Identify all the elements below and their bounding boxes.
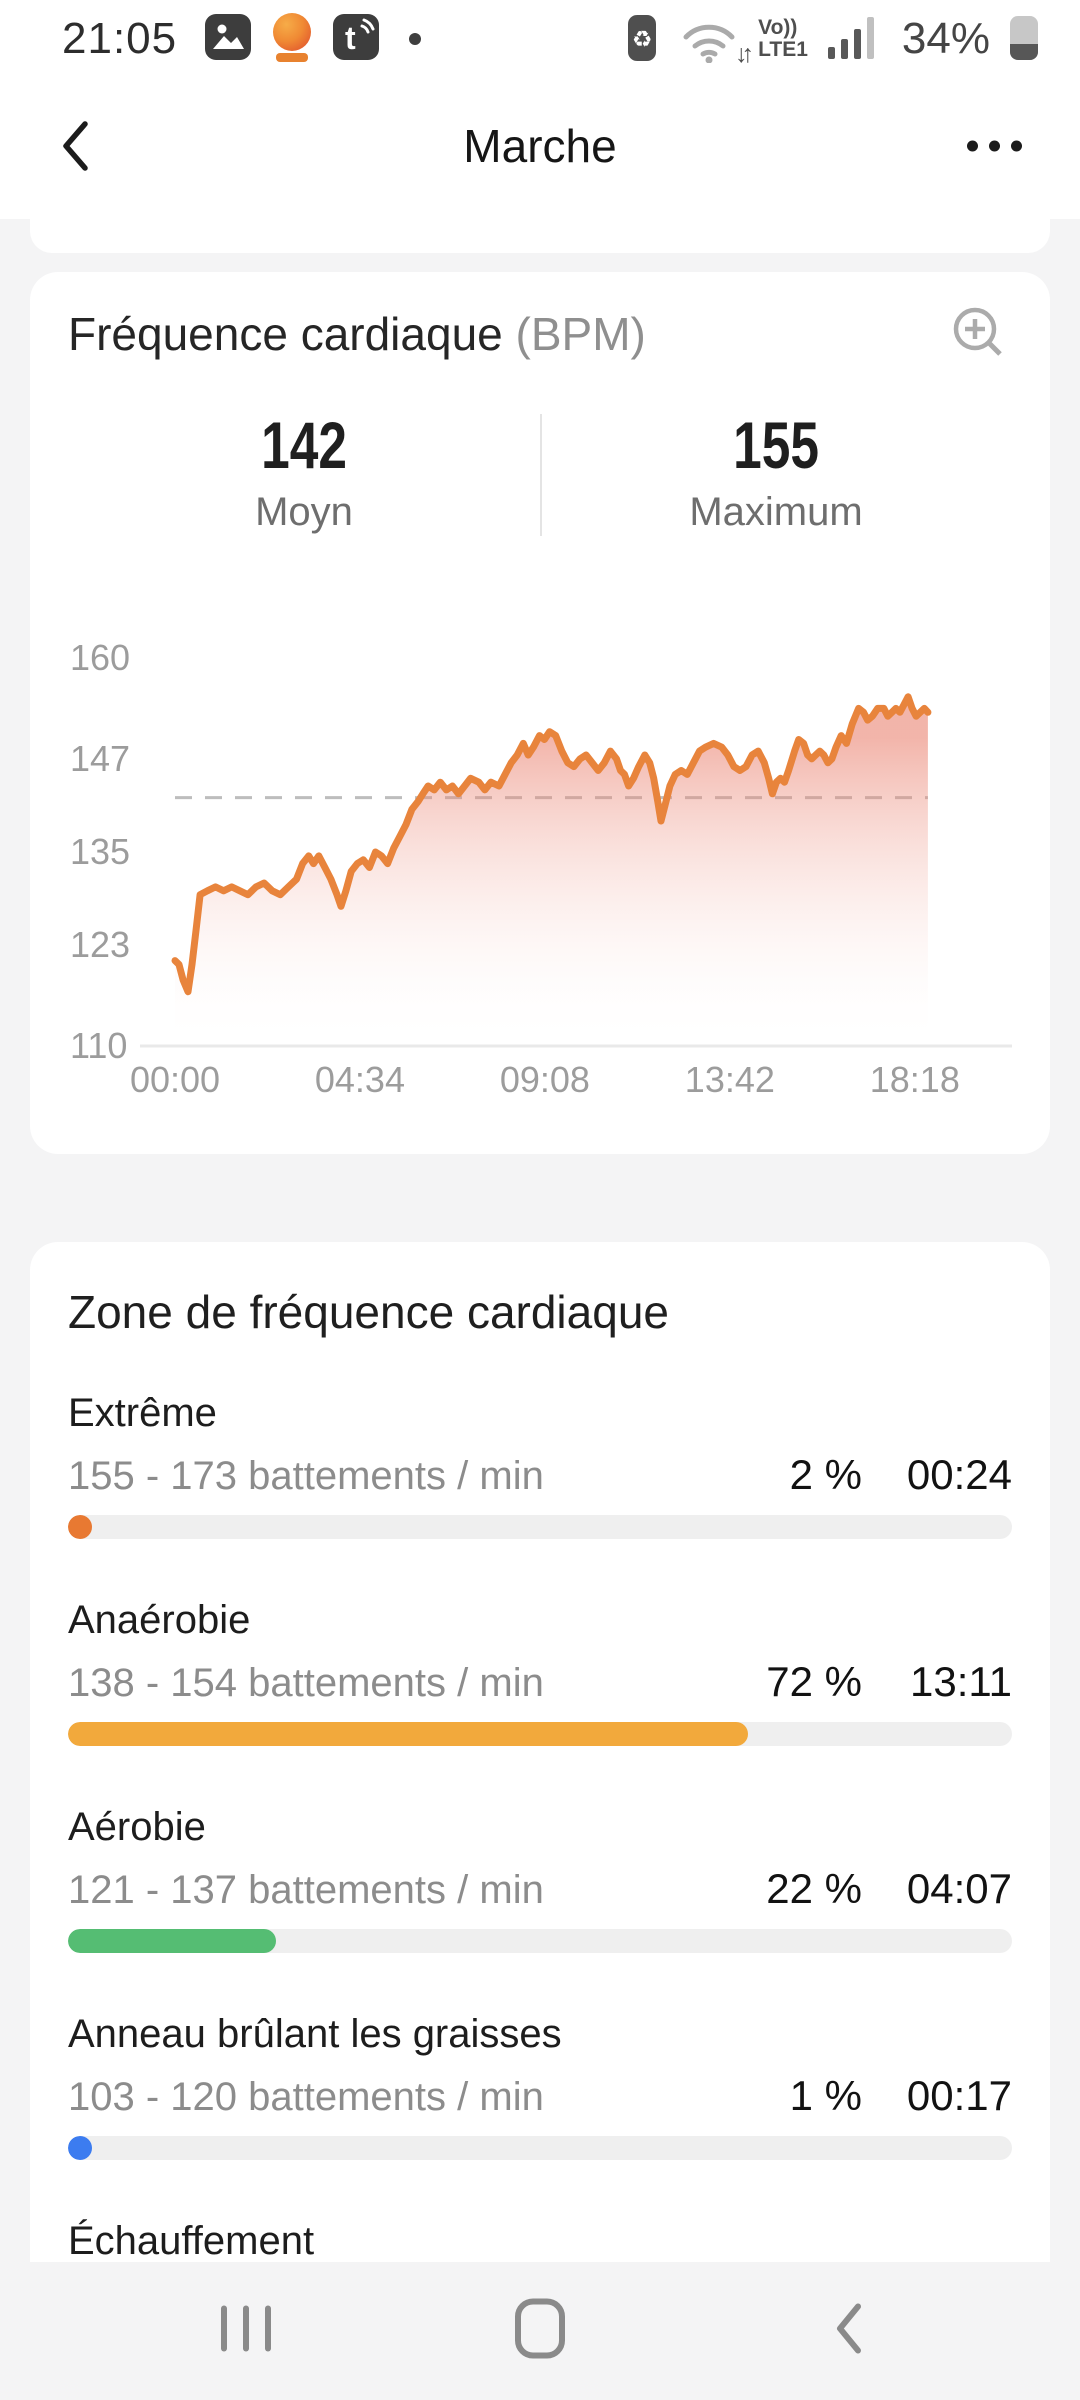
zone-row-extreme: Extrême 155 - 173 battements / min 2 % 0… [68,1388,1012,1539]
zone-name: Anaérobie [68,1598,251,1642]
zone-progress-track [68,1722,1012,1746]
zone-range: 121 - 137 battements / min [68,1868,544,1912]
zone-percent: 22 % [766,1865,862,1912]
back-button[interactable] [48,114,104,178]
notification-icons: t [205,11,422,68]
zone-time: 00:24 [906,1451,1012,1498]
heart-rate-card: Fréquence cardiaque (BPM) 142 Moyn 155 [30,272,1050,1154]
volte-indicator: Vo)) LTE1 [758,16,808,61]
zone-name: Échauffement [68,2219,315,2262]
svg-text:13:42: 13:42 [685,1059,775,1098]
top-nav-bar: Marche [0,72,1080,219]
page-title: Marche [463,119,617,172]
svg-text:135: 135 [70,831,130,872]
zone-progress-track [68,1929,1012,1953]
heart-rate-zones-card: Zone de fréquence cardiaque Extrême 155 … [30,1242,1050,2262]
zone-percent: 2 % [789,1451,862,1498]
zone-name: Anneau brûlant les graisses [68,2012,562,2056]
nav-back-icon [837,2303,861,2354]
battery-saver-icon: ♻ [624,11,660,68]
max-value: 155 [733,408,819,482]
dot-icon [1011,140,1022,151]
wifi-updown-arrows: ↓↑ [735,40,754,68]
zoom-chart-button[interactable] [948,302,1012,366]
svg-text:♻: ♻ [632,27,653,53]
zone-progress-fill [68,2136,92,2160]
zones-list: Extrême 155 - 173 battements / min 2 % 0… [68,1388,1012,2262]
back-chevron-icon [63,120,88,171]
zone-row-warmup: Échauffement [68,2216,1012,2262]
nav-back-button[interactable] [820,2293,878,2370]
card-title: Fréquence cardiaque (BPM) [68,306,646,362]
zone-time: 00:17 [906,2072,1012,2119]
zone-name: Aérobie [68,1805,206,1849]
svg-text:04:34: 04:34 [315,1059,405,1098]
svg-text:147: 147 [70,738,130,779]
recents-button[interactable] [205,2295,287,2368]
zone-row-fat-burn: Anneau brûlant les graisses 103 - 120 ba… [68,2009,1012,2160]
zone-progress-fill [68,1722,748,1746]
zone-name: Extrême [68,1391,217,1435]
previous-card-bottom [30,219,1050,253]
svg-text:t: t [345,20,356,56]
zone-range: 138 - 154 battements / min [68,1661,544,1705]
hr-chart-area: 160 147 135 123 110 00:00 04:34 09:08 13:42 18:18 [68,628,1012,1098]
svg-text:160: 160 [70,637,130,678]
dot-icon [989,140,1000,151]
avg-label: Moyn [255,490,353,534]
system-navigation-bar [0,2262,1080,2400]
signal-bars-icon [826,13,884,66]
svg-text:110: 110 [70,1025,127,1066]
mango-app-icon [267,11,317,68]
battery-percent-text: 34% [901,14,990,63]
t-app-icon: t [333,13,380,65]
status-bar: 21:05 t ♻ [0,0,1080,72]
zone-progress-track [68,1515,1012,1539]
home-button[interactable] [502,2291,578,2372]
zone-row-aerobic: Aérobie 121 - 137 battements / min 22 % … [68,1802,1012,1953]
svg-text:123: 123 [70,924,130,965]
magnifier-plus-icon [953,307,1002,356]
heart-rate-title: Fréquence cardiaque [68,308,503,360]
zones-card-title: Zone de fréquence cardiaque [68,1286,669,1338]
avg-stat: 142 Moyn [68,408,540,558]
zone-time: 13:11 [910,1658,1012,1705]
zone-row-anaerobic: Anaérobie 138 - 154 battements / min 72 … [68,1595,1012,1746]
hr-stats-row: 142 Moyn 155 Maximum [68,408,1012,558]
zone-percent: 1 % [789,2072,862,2119]
max-stat: 155 Maximum [540,408,1012,558]
svg-text:18:18: 18:18 [870,1059,960,1098]
zone-range: 103 - 120 battements / min [68,2075,544,2119]
zone-progress-fill [68,1929,276,1953]
scroll-content[interactable]: Fréquence cardiaque (BPM) 142 Moyn 155 [0,219,1080,2400]
svg-text:09:08: 09:08 [500,1059,590,1098]
zone-progress-track [68,2136,1012,2160]
home-icon [515,2298,565,2359]
recents-icon [221,2305,271,2352]
avg-value: 142 [261,408,347,482]
svg-text:00:00: 00:00 [130,1059,220,1098]
zone-range: 155 - 173 battements / min [68,1454,544,1498]
system-status-icons: ♻ ↓↑ Vo)) LTE1 34% [624,11,1040,68]
status-time: 21:05 [62,14,178,63]
heart-rate-unit: (BPM) [515,308,646,360]
max-label: Maximum [689,490,863,534]
wifi-icon: ↓↑ [678,15,754,68]
stats-divider [540,414,542,536]
zone-percent: 72 % [766,1658,862,1705]
dot-icon [967,140,978,151]
gallery-app-icon [205,13,252,65]
more-options-button[interactable] [957,130,1032,161]
zone-progress-fill [68,1515,92,1539]
notification-dot [409,33,422,45]
zone-time: 04:07 [906,1865,1012,1912]
battery-icon [1008,11,1040,68]
